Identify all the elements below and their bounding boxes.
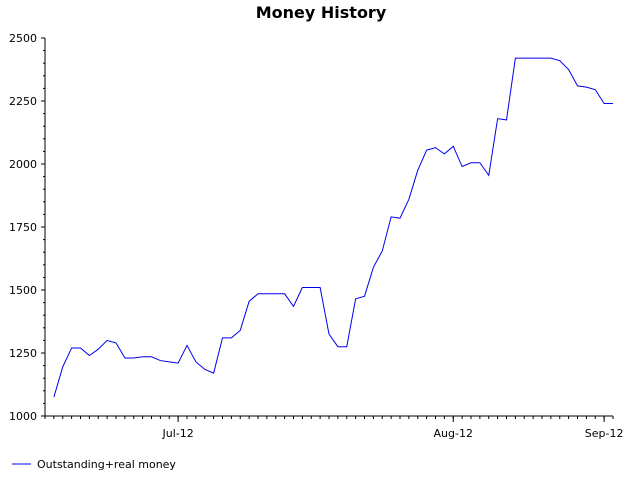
chart-title: Money History <box>256 3 387 22</box>
y-tick-label: 1000 <box>9 410 37 423</box>
series-line <box>53 57 613 398</box>
legend-label: Outstanding+real money <box>37 458 176 471</box>
y-tick-label: 1750 <box>9 221 37 234</box>
y-tick-label: 2250 <box>9 95 37 108</box>
y-tick-label: 2500 <box>9 32 37 45</box>
y-tick-label: 1500 <box>9 284 37 297</box>
y-tick-label: 2000 <box>9 158 37 171</box>
x-tick-label: Jul-12 <box>162 427 194 440</box>
x-tick-label: Aug-12 <box>434 427 473 440</box>
y-tick-label: 1250 <box>9 347 37 360</box>
legend: Outstanding+real money <box>12 458 176 471</box>
x-tick-label: Sep-12 <box>585 427 624 440</box>
plot-area: 1000 1250 1500 1750 2000 2250 2500 Jul-12 Aug-12… <box>9 32 623 440</box>
